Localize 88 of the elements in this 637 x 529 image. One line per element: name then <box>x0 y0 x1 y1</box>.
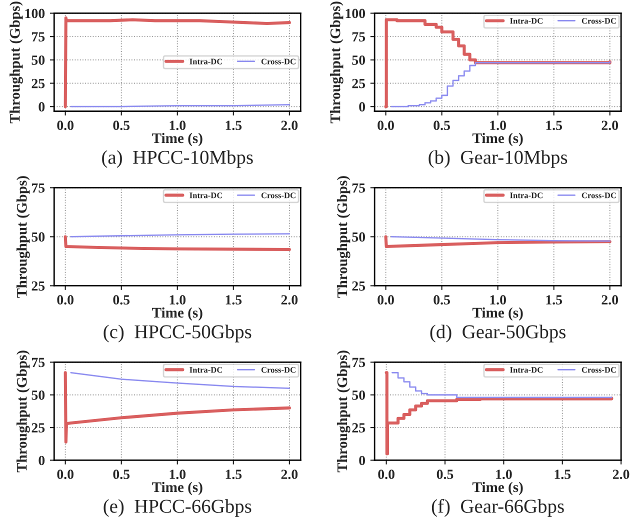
y-tick-label: 50 <box>352 390 366 400</box>
x-tick-label: 1.0 <box>490 120 506 130</box>
text: (a) HPCC-10Mbps <box>102 150 253 168</box>
y-tick-label: 25 <box>32 281 45 291</box>
y-tick-label: 75 <box>352 358 366 368</box>
x-tick-label: 2.0 <box>612 470 630 480</box>
text: (e) HPCC-66Gbps <box>104 499 252 517</box>
y-tick-label: 75 <box>352 32 366 42</box>
y-axis-title: Throughput (Gbps) <box>336 176 350 298</box>
x-tick-label: 1.5 <box>226 295 242 305</box>
text: (f) Gear-66Gbps <box>432 498 564 517</box>
x-tick-label: 1.5 <box>546 295 562 305</box>
legend-label: Intra-DC <box>190 58 222 64</box>
x-tick-label: 1.0 <box>170 470 186 480</box>
y-tick-label: 25 <box>352 281 366 291</box>
x-axis-title: Time (s) <box>472 132 523 146</box>
x-tick-label: 2.0 <box>602 295 618 305</box>
y-tick-label: 25 <box>352 423 366 433</box>
text: (b) Gear-10Mbps <box>428 150 568 168</box>
y-tick-label: 0 <box>359 102 366 112</box>
y-tick-label: 75 <box>32 183 45 193</box>
x-axis-title: Time (s) <box>472 482 523 496</box>
y-tick-label: 50 <box>32 55 45 65</box>
legend-label: Intra-DC <box>510 18 542 24</box>
x-tick-label: 1.5 <box>554 470 571 480</box>
x-tick-label: 1.0 <box>170 120 186 130</box>
x-tick-label: 0.0 <box>57 295 74 305</box>
x-tick-label: 0.0 <box>378 470 394 480</box>
line-series <box>64 371 291 444</box>
y-axis-title: Throughput (Gbps) <box>16 350 30 472</box>
x-tick-label: 2.0 <box>281 470 298 480</box>
y-axis-title: Throughput (Gbps) <box>16 176 30 298</box>
legend-label: Cross-DC <box>582 18 616 24</box>
y-tick-label: 100 <box>25 8 45 18</box>
y-tick-label: 50 <box>32 390 45 400</box>
x-tick-label: 1.0 <box>496 470 512 480</box>
y-tick-label: 100 <box>346 8 366 18</box>
legend-label: Intra-DC <box>190 192 222 198</box>
x-axis-title: Time (s) <box>152 132 202 146</box>
legend-label: Intra-DC <box>190 367 222 373</box>
x-tick-label: 0.5 <box>113 120 130 130</box>
legend-label: Cross-DC <box>261 367 296 373</box>
y-tick-label: 25 <box>352 78 366 88</box>
x-tick-label: 0.5 <box>434 120 450 130</box>
x-tick-label: 1.0 <box>490 295 506 305</box>
y-tick-label: 0 <box>38 102 45 112</box>
legend-label: Intra-DC <box>510 192 542 198</box>
x-tick-label: 1.5 <box>546 120 562 130</box>
legend-label: Cross-DC <box>582 367 616 373</box>
legend-label: Intra-DC <box>510 367 542 373</box>
x-tick-label: 1.5 <box>226 120 242 130</box>
x-tick-label: 2.0 <box>602 120 618 130</box>
x-tick-label: 2.0 <box>281 120 298 130</box>
x-tick-label: 2.0 <box>281 295 298 305</box>
y-tick-label: 25 <box>32 423 45 433</box>
text: (c) HPCC-50Gbps <box>104 324 252 342</box>
y-tick-label: 25 <box>32 78 45 88</box>
x-tick-label: 0.0 <box>378 295 394 305</box>
x-tick-label: 0.5 <box>436 470 454 480</box>
y-tick-label: 75 <box>352 183 366 193</box>
y-tick-label: 50 <box>352 55 366 65</box>
line-series <box>70 372 290 390</box>
x-tick-label: 1.5 <box>226 470 242 480</box>
y-axis-title: Throughput (Gbps) <box>330 2 344 124</box>
y-tick-label: 0 <box>38 456 45 466</box>
legend-label: Cross-DC <box>261 58 296 64</box>
x-tick-label: 0.5 <box>434 295 450 305</box>
y-axis-title: Throughput (Gbps) <box>10 2 23 124</box>
x-axis-title: Time (s) <box>152 482 202 496</box>
y-tick-label: 50 <box>32 232 45 242</box>
x-tick-label: 0.0 <box>57 120 74 130</box>
legend-label: Cross-DC <box>582 192 616 198</box>
y-tick-label: 50 <box>352 232 366 242</box>
legend-label: Cross-DC <box>261 192 296 198</box>
line-series <box>384 235 612 248</box>
text: (d) Gear-50Gbps <box>430 324 566 342</box>
x-tick-label: 0.0 <box>57 470 74 480</box>
y-axis-title: Throughput (Gbps) <box>336 350 350 472</box>
y-tick-label: 75 <box>32 32 45 42</box>
x-tick-label: 1.0 <box>170 295 186 305</box>
x-tick-label: 0.5 <box>113 295 130 305</box>
x-tick-label: 0.5 <box>113 470 130 480</box>
x-tick-label: 0.0 <box>378 120 394 130</box>
x-axis-title: Time (s) <box>152 307 202 321</box>
x-axis-title: Time (s) <box>472 307 523 321</box>
line-series <box>64 235 291 251</box>
y-tick-label: 0 <box>359 456 366 466</box>
y-tick-label: 75 <box>32 358 45 368</box>
